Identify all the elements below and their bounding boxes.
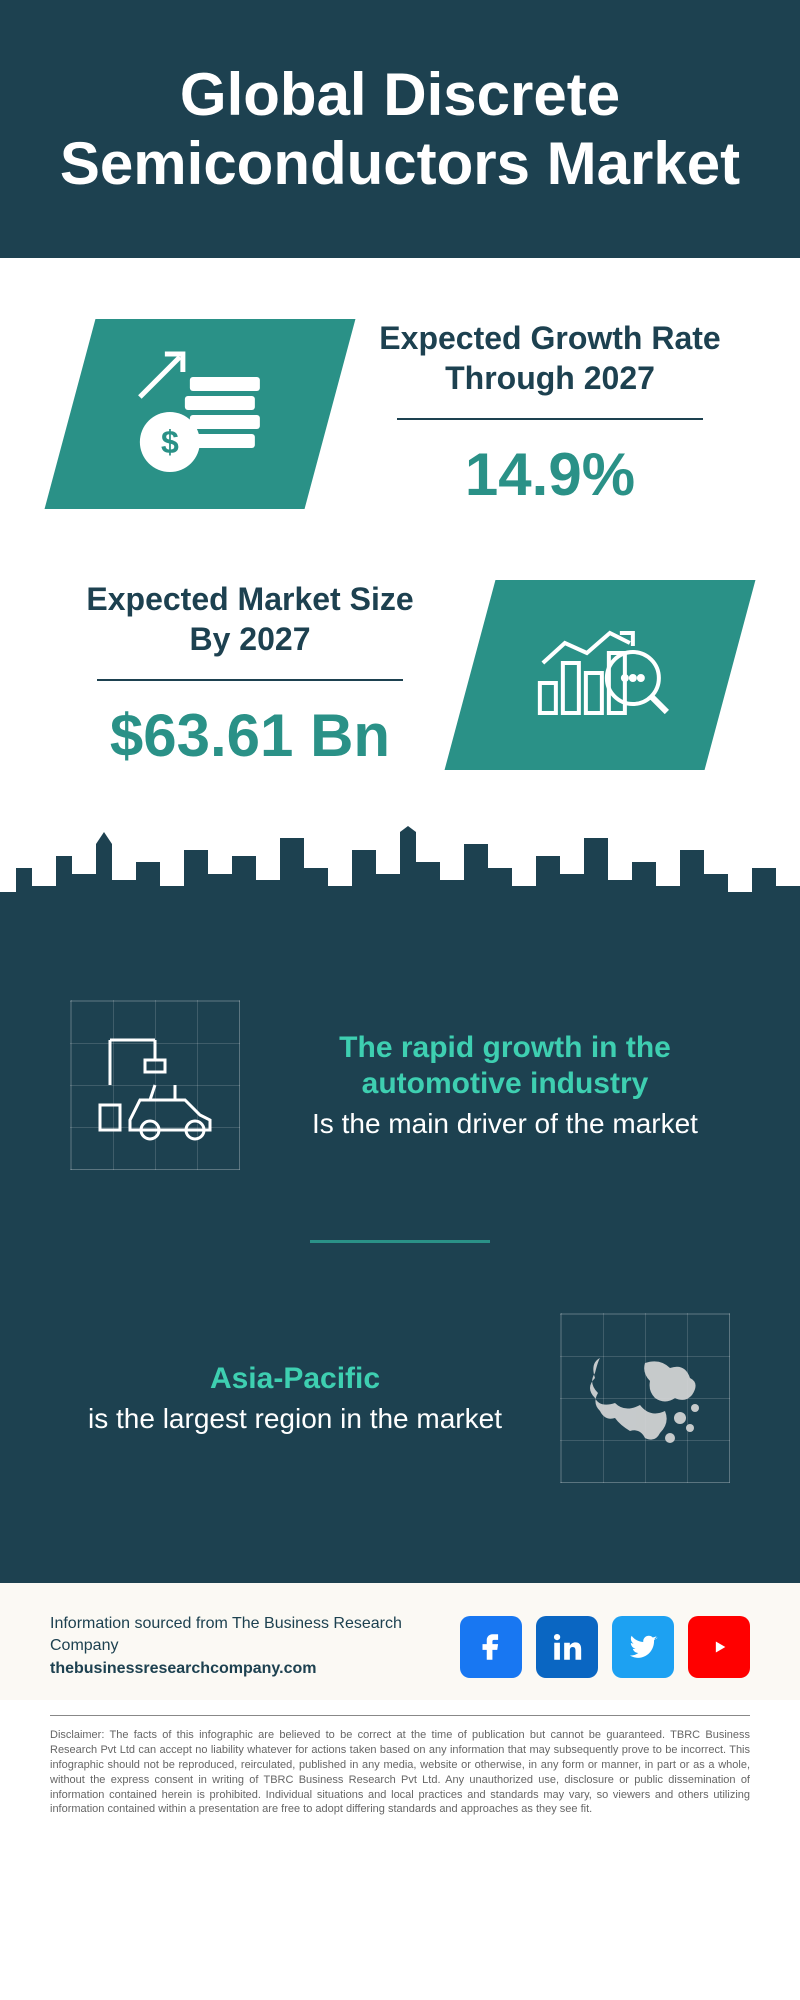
- insight-text: The rapid growth in the automotive indus…: [280, 1030, 730, 1141]
- facebook-icon[interactable]: [460, 1616, 522, 1678]
- divider: [97, 679, 403, 681]
- skyline-graphic: [0, 820, 800, 940]
- insight-sub: Is the main driver of the market: [280, 1106, 730, 1141]
- insight-automotive: The rapid growth in the automotive indus…: [70, 970, 730, 1200]
- insight-text: Asia-Pacific is the largest region in th…: [70, 1361, 520, 1436]
- stat-growth-rate: $ Expected Growth Rate Through 2027 14.9…: [0, 258, 800, 549]
- footer: Information sourced from The Business Re…: [0, 1583, 800, 1700]
- stat-label: Expected Growth Rate Through 2027: [370, 318, 730, 418]
- stat-market-size: Expected Market Size By 2027 $63.61 Bn: [0, 549, 800, 820]
- divider: [50, 1715, 750, 1716]
- twitter-icon[interactable]: [612, 1616, 674, 1678]
- stat-text-block: Expected Growth Rate Through 2027 14.9%: [370, 318, 730, 509]
- page-title: Global Discrete Semiconductors Market: [40, 60, 760, 198]
- growth-money-icon: $: [45, 319, 356, 509]
- disclaimer-section: Disclaimer: The facts of this infographi…: [0, 1700, 800, 1857]
- stat-value: 14.9%: [370, 440, 730, 509]
- insights-section: The rapid growth in the automotive indus…: [0, 940, 800, 1583]
- insight-sub: is the largest region in the market: [70, 1401, 520, 1436]
- svg-text:$: $: [161, 423, 179, 459]
- social-links: [460, 1616, 750, 1678]
- divider: [397, 418, 703, 420]
- automotive-robot-icon: [70, 1000, 240, 1170]
- footer-text: Information sourced from The Business Re…: [50, 1613, 440, 1680]
- insight-region: Asia-Pacific is the largest region in th…: [70, 1283, 730, 1513]
- asia-pacific-map-icon: [560, 1313, 730, 1483]
- market-analysis-icon: [445, 580, 756, 770]
- infographic-container: Global Discrete Semiconductors Market: [0, 0, 800, 1857]
- source-url: thebusinessresearchcompany.com: [50, 1658, 440, 1680]
- disclaimer-text: Disclaimer: The facts of this infographi…: [50, 1728, 750, 1817]
- source-line: Information sourced from The Business Re…: [50, 1613, 440, 1658]
- city-skyline-icon: [0, 820, 800, 940]
- divider: [310, 1240, 490, 1243]
- stat-label: Expected Market Size By 2027: [70, 579, 430, 679]
- stat-text-block: Expected Market Size By 2027 $63.61 Bn: [70, 579, 430, 770]
- header: Global Discrete Semiconductors Market: [0, 0, 800, 258]
- linkedin-icon[interactable]: [536, 1616, 598, 1678]
- insight-highlight: Asia-Pacific: [70, 1361, 520, 1397]
- youtube-icon[interactable]: [688, 1616, 750, 1678]
- insight-highlight: The rapid growth in the automotive indus…: [280, 1030, 730, 1102]
- stat-value: $63.61 Bn: [70, 701, 430, 770]
